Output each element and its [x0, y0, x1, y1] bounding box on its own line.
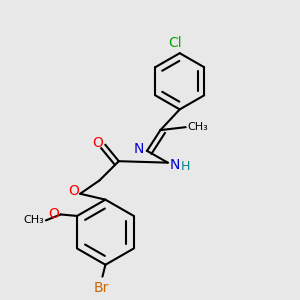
Text: O: O [92, 136, 103, 150]
Text: CH₃: CH₃ [187, 122, 208, 132]
Text: O: O [68, 184, 79, 198]
Text: N: N [134, 142, 144, 156]
Text: Br: Br [93, 281, 109, 295]
Text: H: H [180, 160, 190, 173]
Text: Cl: Cl [169, 36, 182, 50]
Text: CH₃: CH₃ [24, 215, 44, 225]
Text: N: N [169, 158, 180, 172]
Text: O: O [48, 207, 59, 221]
